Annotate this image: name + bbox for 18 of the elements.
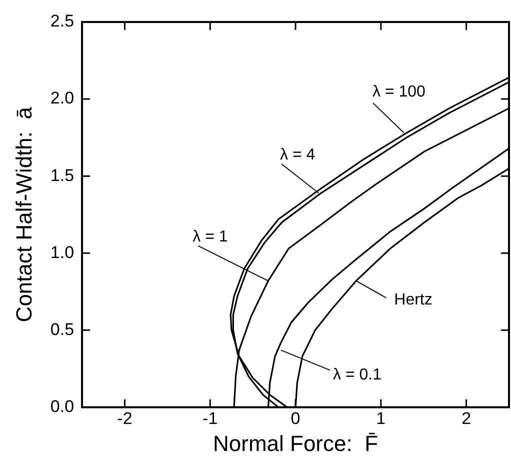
y-axis-title: Contact Half-Width: ā	[11, 106, 36, 322]
annotation: λ = 0.1	[333, 366, 382, 384]
annotation: λ = 1	[192, 228, 228, 246]
y-tick-label: 0.5	[50, 320, 74, 339]
y-tick-label: 1.0	[50, 242, 74, 262]
y-tick-label: 2.0	[50, 88, 74, 108]
y-tick-label: 0.0	[50, 396, 74, 416]
annotation: λ = 4	[280, 146, 316, 164]
y-tick-label: 1.5	[50, 166, 74, 185]
x-tick-label: -2	[117, 409, 132, 428]
y-tick-label: 2.5	[50, 12, 74, 31]
annotation: λ = 100	[372, 83, 426, 100]
x-tick-label: 1	[376, 409, 386, 428]
annotation: Hertz	[394, 291, 432, 308]
x-tick-label: 0	[290, 409, 300, 428]
x-tick-label: 2	[462, 409, 472, 428]
x-tick-label: -1	[202, 409, 218, 428]
x-axis-title: Normal Force: F̄	[213, 430, 378, 456]
